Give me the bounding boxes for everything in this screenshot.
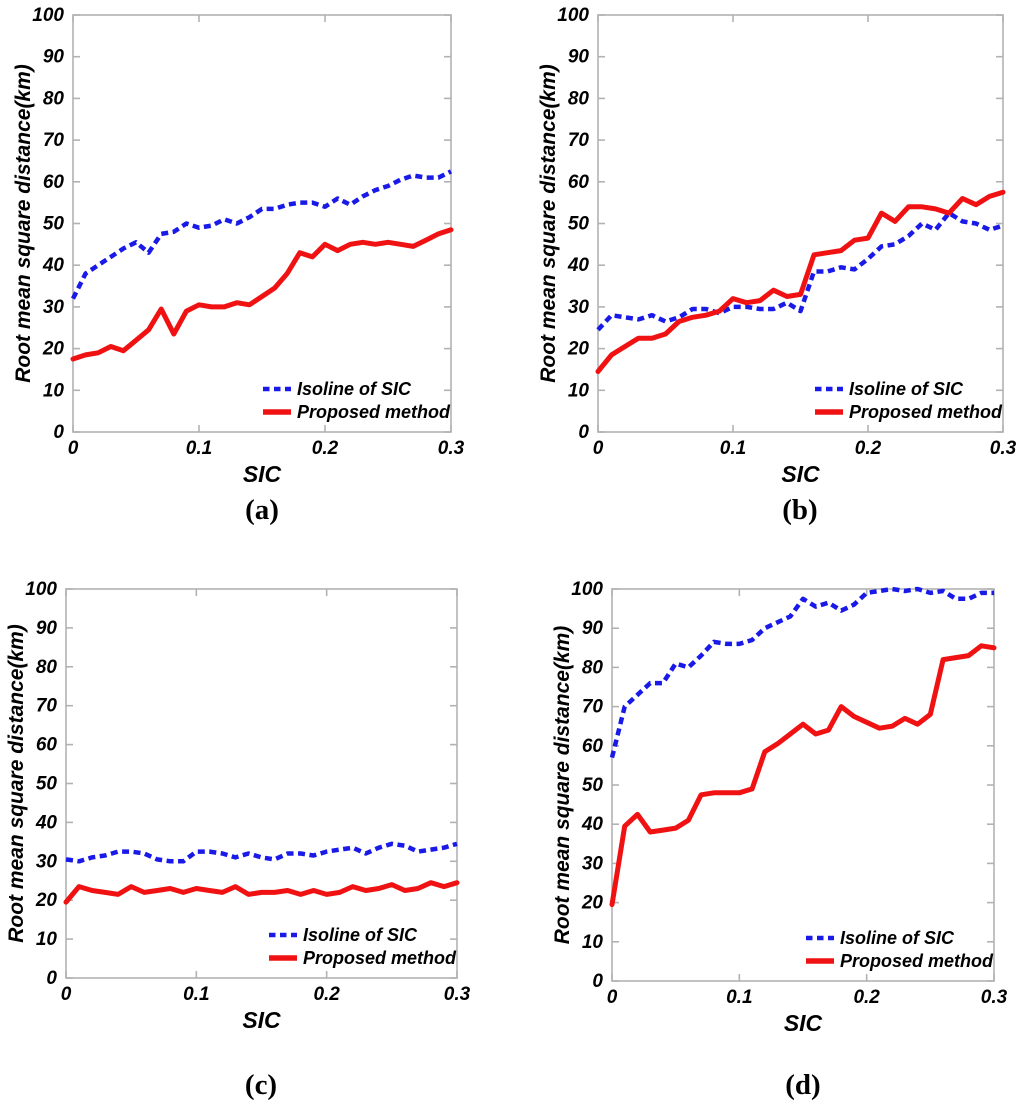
- y-tick-label: 90: [568, 47, 590, 68]
- x-axis-label-2: SIC: [242, 1007, 281, 1033]
- proposed-series-line-0: [70, 227, 454, 362]
- plot-box-3: [611, 588, 995, 982]
- proposed-series-line-1: [595, 189, 1006, 374]
- y-tick-label: 40: [567, 255, 590, 276]
- y-tick-label: 90: [43, 47, 65, 68]
- plot-box-2: [65, 588, 458, 979]
- y-tick-label: 10: [582, 932, 604, 953]
- y-tick-label: 80: [582, 657, 604, 678]
- y-tick-label: 40: [581, 814, 604, 835]
- x-tick-label: 0.3: [444, 984, 471, 1005]
- x-tick-label: 0.1: [183, 984, 209, 1005]
- plot-box-1: [597, 14, 1004, 433]
- x-axis-label-0: SIC: [243, 461, 282, 487]
- y-tick-label: 80: [43, 88, 65, 109]
- isoline-series-line-2: [65, 841, 458, 864]
- y-tick-label: 70: [582, 697, 604, 718]
- isoline-series-line-1: [596, 210, 1004, 332]
- y-tick-label: 20: [42, 339, 65, 360]
- y-tick-label: 60: [568, 172, 590, 193]
- y-tick-label: 60: [36, 735, 58, 756]
- y-tick-label: 50: [568, 214, 590, 235]
- subplot-caption-a: (a): [245, 494, 279, 526]
- y-tick-label: 20: [567, 339, 590, 360]
- y-tick-label: 100: [571, 579, 603, 600]
- y-tick-label: 10: [43, 380, 65, 401]
- y-tick-label: 50: [582, 775, 604, 796]
- y-axis-label-0: Root mean square distance(km): [12, 64, 35, 383]
- y-tick-label: 20: [35, 890, 58, 911]
- y-tick-label: 40: [35, 812, 58, 833]
- y-tick-label: 20: [581, 893, 604, 914]
- y-tick-label: 30: [582, 853, 604, 874]
- y-axis-label-1: Root mean square distance(km): [537, 64, 560, 383]
- y-tick-label: 50: [43, 214, 65, 235]
- y-tick-label: 100: [32, 5, 64, 26]
- x-tick-label: 0.2: [855, 438, 882, 459]
- x-tick-label: 0.3: [981, 987, 1008, 1008]
- proposed-series-line-2: [63, 880, 460, 905]
- y-tick-label: 80: [568, 88, 590, 109]
- legend-label: Proposed method: [303, 948, 457, 968]
- subplot-caption-d: (d): [785, 1069, 821, 1101]
- y-tick-label: 60: [582, 736, 604, 757]
- x-tick-label: 0.3: [438, 438, 465, 459]
- x-tick-label: 0.1: [726, 987, 752, 1008]
- x-tick-label: 0.2: [853, 987, 880, 1008]
- y-axis-label-2: Root mean square distance(km): [5, 624, 28, 943]
- y-tick-label: 30: [43, 297, 65, 318]
- y-tick-label: 90: [582, 618, 604, 639]
- y-tick-label: 80: [36, 657, 58, 678]
- y-tick-label: 0: [578, 422, 589, 443]
- y-tick-label: 40: [42, 255, 65, 276]
- legend-label: Proposed method: [840, 951, 994, 971]
- y-tick-label: 70: [36, 696, 58, 717]
- x-tick-label: 0: [61, 984, 72, 1005]
- proposed-series-line-3: [609, 643, 997, 908]
- subplot-caption-c: (c): [244, 1069, 278, 1101]
- x-tick-label: 0: [593, 438, 604, 459]
- y-tick-label: 0: [592, 971, 603, 992]
- y-tick-label: 30: [36, 851, 58, 872]
- y-tick-label: 10: [36, 929, 58, 950]
- y-tick-label: 0: [46, 968, 57, 989]
- legend-label: Proposed method: [849, 402, 1003, 422]
- x-tick-label: 0.1: [186, 438, 212, 459]
- legend-label: Isoline of SIC: [297, 379, 412, 399]
- legend-label: Isoline of SIC: [849, 379, 964, 399]
- x-tick-label: 0.1: [720, 438, 746, 459]
- y-tick-label: 90: [36, 618, 58, 639]
- y-tick-label: 0: [53, 422, 64, 443]
- y-tick-label: 70: [43, 130, 65, 151]
- y-tick-label: 70: [568, 130, 590, 151]
- x-tick-label: 0: [68, 438, 79, 459]
- x-tick-label: 0.2: [312, 438, 339, 459]
- legend-label: Isoline of SIC: [303, 925, 418, 945]
- plot-box-0: [72, 14, 452, 433]
- y-tick-label: 30: [568, 297, 590, 318]
- isoline-series-line-0: [70, 169, 452, 300]
- y-tick-label: 50: [36, 774, 58, 795]
- x-axis-label-1: SIC: [781, 461, 820, 487]
- legend-label: Proposed method: [297, 402, 451, 422]
- x-tick-label: 0.3: [990, 438, 1017, 459]
- x-axis-label-3: SIC: [784, 1010, 823, 1036]
- legend-label: Isoline of SIC: [840, 928, 955, 948]
- y-axis-label-3: Root mean square distance(km): [551, 626, 574, 945]
- y-tick-label: 10: [568, 380, 590, 401]
- y-tick-label: 60: [43, 172, 65, 193]
- y-tick-label: 100: [557, 5, 589, 26]
- isoline-series-line-3: [609, 586, 994, 759]
- x-tick-label: 0.2: [313, 984, 340, 1005]
- x-tick-label: 0: [607, 987, 618, 1008]
- y-tick-label: 100: [25, 579, 57, 600]
- subplot-caption-b: (b): [782, 494, 818, 526]
